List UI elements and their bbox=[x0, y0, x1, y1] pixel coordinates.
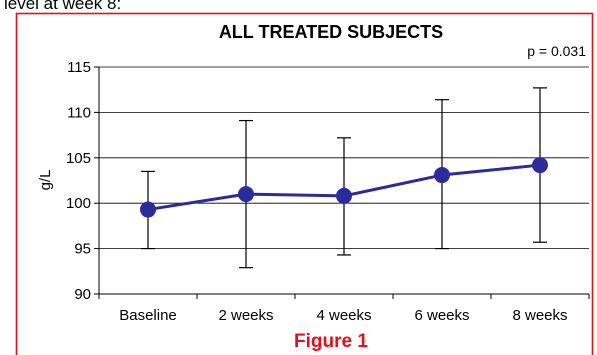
data-point bbox=[238, 186, 254, 203]
data-point bbox=[140, 201, 156, 218]
axes bbox=[94, 66, 590, 299]
y-tick-label: 110 bbox=[67, 104, 91, 121]
x-tick-label: 4 weeks bbox=[316, 307, 371, 324]
figure-frame bbox=[15, 12, 594, 355]
chart-title: ALL TREATED SUBJECTS bbox=[219, 22, 443, 42]
y-axis-label: g/L bbox=[37, 170, 54, 191]
figure-caption: Figure 1 bbox=[294, 331, 368, 352]
x-tick-label: 2 weeks bbox=[218, 307, 273, 324]
p-value-annotation: p = 0.031 bbox=[527, 43, 586, 59]
y-tick-labels: 90 95 100 105 110 115 bbox=[66, 59, 91, 303]
x-tick-label: Baseline bbox=[119, 307, 177, 324]
error-bars bbox=[141, 87, 547, 269]
data-point bbox=[434, 167, 450, 184]
data-points bbox=[140, 157, 548, 218]
data-point bbox=[336, 187, 352, 204]
x-tick-label: 6 weeks bbox=[414, 307, 469, 324]
y-tick-label: 95 bbox=[74, 241, 91, 258]
top-cut-text: level at week 8: bbox=[4, 0, 121, 13]
x-tick-labels: Baseline 2 weeks 4 weeks 6 weeks 8 weeks bbox=[119, 307, 567, 324]
x-tick-label: 8 weeks bbox=[512, 307, 567, 324]
y-tick-label: 115 bbox=[67, 59, 91, 76]
data-point bbox=[532, 157, 548, 174]
y-tick-label: 105 bbox=[66, 150, 91, 167]
y-tick-label: 100 bbox=[66, 195, 91, 212]
y-tick-label: 90 bbox=[74, 286, 91, 303]
